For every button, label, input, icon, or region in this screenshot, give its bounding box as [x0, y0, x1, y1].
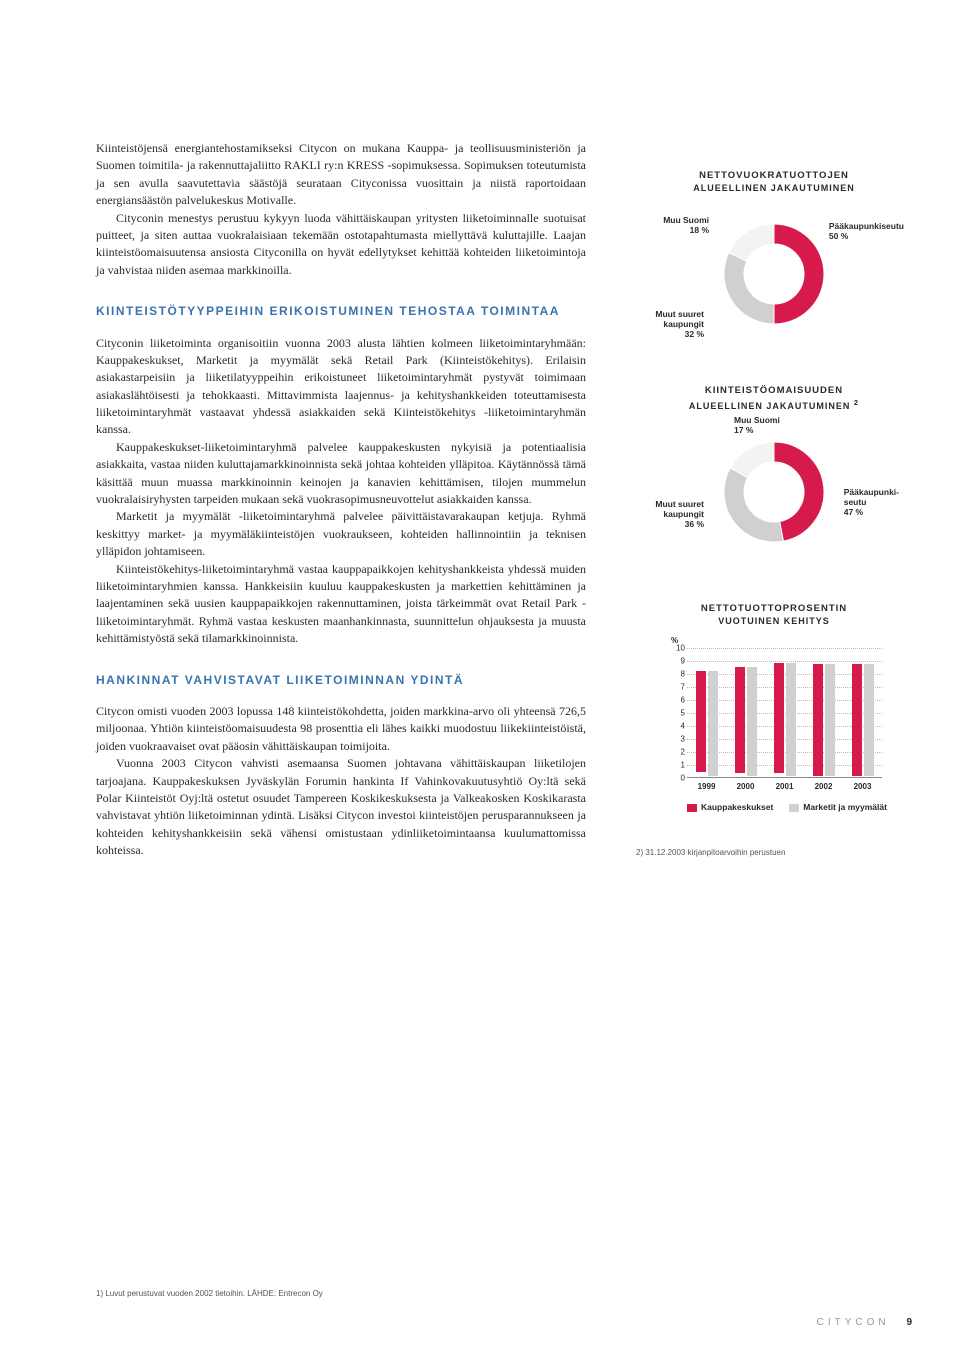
paragraph: Kauppakeskukset-liiketoimintaryhmä palve… [96, 439, 586, 509]
chart-title: KIINTEISTÖOMAISUUDEN [636, 385, 912, 396]
page-number: 9 [906, 1317, 912, 1328]
chart-donut-nettovuokratuotot: NETTOVUOKRATUOTTOJEN ALUEELLINEN JAKAUTU… [636, 170, 912, 349]
pie-slice-label: Muut suuretkaupungit32 % [644, 309, 704, 340]
paragraph: Cityconin menestys perustuu kykyyn luoda… [96, 210, 586, 280]
chart-subtitle: ALUEELLINEN JAKAUTUMINEN 2 [636, 398, 912, 411]
section-heading: HANKINNAT VAHVISTAVAT LIIKETOIMINNAN YDI… [96, 672, 586, 689]
chart-title: NETTOVUOKRATUOTTOJEN [636, 170, 912, 181]
paragraph: Marketit ja myymälät -liiketoimintaryhmä… [96, 508, 586, 560]
footer-brand: CITYCON [817, 1317, 890, 1328]
body-text-column: Kiinteistöjensä energiantehostamikseksi … [96, 140, 586, 859]
pie-slice-label: Pääkaupunki-seutu47 % [844, 487, 899, 518]
pie-slice-label: Muu Suomi18 % [654, 215, 709, 235]
chart-subtitle: ALUEELLINEN JAKAUTUMINEN [636, 183, 912, 193]
paragraph: Kiinteistökehitys-liiketoimintaryhmä vas… [96, 561, 586, 648]
pie-slice-label: Muu Suomi17 % [734, 415, 780, 435]
paragraph: Kiinteistöjensä energiantehostamikseksi … [96, 140, 586, 210]
paragraph: Vuonna 2003 Citycon vahvisti asemaansa S… [96, 755, 586, 859]
section-heading: KIINTEISTÖTYYPPEIHIN ERIKOISTUMINEN TEHO… [96, 303, 586, 320]
paragraph: Cityconin liiketoiminta organisoitiin vu… [96, 335, 586, 439]
pie-slice-label: Pääkaupunkiseutu50 % [829, 221, 904, 241]
charts-column: NETTOVUOKRATUOTTOJEN ALUEELLINEN JAKAUTU… [626, 140, 912, 859]
chart-subtitle: VUOTUINEN KEHITYS [636, 616, 912, 626]
footnote-right: 2) 31.12.2003 kirjanpitoarvoihin perustu… [636, 848, 912, 857]
page-footer: CITYCON 9 [817, 1317, 912, 1328]
chart-donut-kiinteistoomaisuus: KIINTEISTÖOMAISUUDEN ALUEELLINEN JAKAUTU… [636, 385, 912, 567]
paragraph: Citycon omisti vuoden 2003 lopussa 148 k… [96, 703, 586, 755]
footnote-left: 1) Luvut perustuvat vuoden 2002 tietoihi… [96, 1289, 323, 1298]
chart-bar-nettotuottoprosentti: NETTOTUOTTOPROSENTIN VUOTUINEN KEHITYS 1… [636, 603, 912, 812]
chart-title: NETTOTUOTTOPROSENTIN [636, 603, 912, 614]
pie-slice-label: Muut suuretkaupungit36 % [644, 499, 704, 530]
